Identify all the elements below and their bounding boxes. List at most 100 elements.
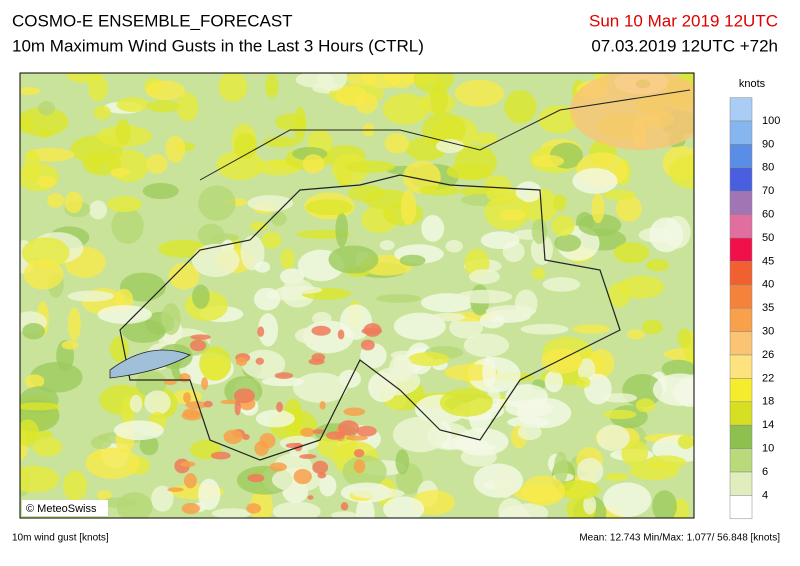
run-info: 07.03.2019 12UTC +72h xyxy=(591,36,778,55)
terrain-patch xyxy=(116,97,149,112)
terrain-patch xyxy=(439,388,493,417)
terrain-patch xyxy=(300,427,315,438)
terrain-patch xyxy=(615,195,642,222)
terrain-patch xyxy=(602,393,638,403)
terrain-patch xyxy=(163,379,178,385)
terrain-patch xyxy=(468,269,500,285)
terrain-patch xyxy=(456,289,513,304)
legend-label: 80 xyxy=(762,162,774,174)
terrain-patch xyxy=(652,490,677,518)
terrain-patch xyxy=(32,437,63,457)
terrain-patch xyxy=(168,262,200,290)
terrain-patch xyxy=(389,354,413,383)
legend-swatch xyxy=(729,261,753,286)
legend-swatch xyxy=(729,144,753,169)
legend-label: 14 xyxy=(762,419,774,431)
title: COSMO-E ENSEMBLE_FORECAST xyxy=(12,11,293,30)
terrain-patch xyxy=(167,487,184,492)
terrain-patch xyxy=(603,189,636,200)
terrain-patch xyxy=(603,409,637,420)
terrain-patch xyxy=(352,487,405,499)
legend-label: 10 xyxy=(762,443,774,455)
terrain-patch xyxy=(584,373,612,405)
legend-swatch xyxy=(729,401,753,426)
footer-variable: 10m wind gust [knots] xyxy=(12,533,109,544)
legend-label: 30 xyxy=(762,326,774,338)
legend-unit: knots xyxy=(739,78,766,90)
terrain-patch xyxy=(531,267,546,280)
terrain-patch xyxy=(646,259,670,272)
terrain-patch xyxy=(345,160,395,173)
terrain-patch xyxy=(302,154,325,174)
terrain-patch xyxy=(121,319,166,343)
terrain-patch xyxy=(551,215,575,237)
terrain-patch xyxy=(211,508,252,518)
terrain-patch xyxy=(578,213,622,237)
legend-label: 40 xyxy=(762,279,774,291)
terrain-patch xyxy=(218,73,248,102)
terrain-patch xyxy=(22,323,45,340)
terrain-patch xyxy=(407,352,450,367)
terrain-patch xyxy=(317,472,327,479)
terrain-patch xyxy=(201,377,209,390)
terrain-patch xyxy=(603,482,652,518)
legend-label: 70 xyxy=(762,185,774,197)
terrain-patch xyxy=(570,73,694,150)
terrain-patch xyxy=(635,398,656,413)
terrain-patch xyxy=(337,329,345,340)
legend-label: 35 xyxy=(762,302,774,314)
terrain-patch xyxy=(261,376,305,387)
terrain-patch xyxy=(544,370,563,393)
lake xyxy=(109,349,191,379)
terrain-patch xyxy=(307,495,314,500)
terrain-patch xyxy=(270,211,287,226)
terrain-patch xyxy=(189,339,207,352)
terrain-patch xyxy=(135,370,167,397)
terrain-patch xyxy=(165,135,186,163)
terrain-patch xyxy=(223,429,243,444)
legend-label: 18 xyxy=(762,396,774,408)
legend-label: 50 xyxy=(762,232,774,244)
terrain-patch xyxy=(20,419,39,447)
terrain-patch xyxy=(198,478,221,511)
terrain-patch xyxy=(292,372,348,403)
terrain-patch xyxy=(395,449,410,475)
terrain-patch xyxy=(113,420,164,441)
terrain-patch xyxy=(673,378,694,407)
terrain-patch xyxy=(265,74,279,99)
valid-time: Sun 10 Mar 2019 12UTC xyxy=(589,11,778,30)
terrain-patch xyxy=(201,357,229,381)
terrain-patch xyxy=(538,105,579,134)
terrain-patch xyxy=(335,85,368,107)
terrain-patch xyxy=(454,79,505,107)
terrain-patch xyxy=(393,312,446,340)
terrain-patch xyxy=(190,334,211,340)
terrain-patch xyxy=(275,113,307,131)
terrain-patch xyxy=(97,305,152,324)
terrain-patch xyxy=(90,435,112,450)
terrain-patch xyxy=(375,294,421,303)
terrain-patch xyxy=(363,323,382,337)
terrain-patch xyxy=(23,259,64,290)
terrain-patch xyxy=(575,376,591,388)
legend-swatch xyxy=(729,214,753,239)
terrain-patch xyxy=(399,254,426,267)
legend-label: 45 xyxy=(762,255,774,267)
terrain-patch xyxy=(479,312,506,329)
terrain-patch xyxy=(305,199,353,216)
terrain-patch xyxy=(473,132,499,145)
terrain-patch xyxy=(353,448,365,458)
terrain-patch xyxy=(178,373,191,383)
legend-swatch xyxy=(729,354,753,379)
terrain-patch xyxy=(185,401,208,409)
terrain-patch xyxy=(115,119,131,145)
terrain-patch xyxy=(482,356,496,388)
terrain-patch xyxy=(621,439,648,467)
terrain-patch xyxy=(445,240,463,253)
terrain-patch xyxy=(63,470,88,501)
legend-swatch xyxy=(729,167,753,192)
terrain-patch xyxy=(235,357,248,366)
terrain-patch xyxy=(419,185,460,196)
terrain-patch xyxy=(220,399,239,405)
